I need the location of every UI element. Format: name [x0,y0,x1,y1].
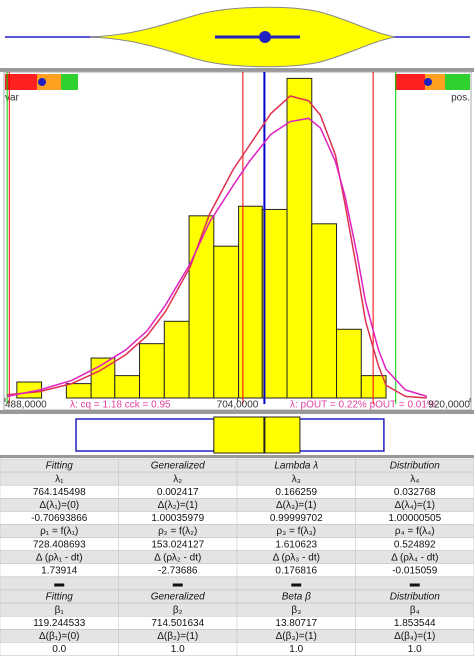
table-cell: 0.002417 [157,487,199,498]
left-label: var [5,93,20,104]
table-cell: 728.408693 [33,539,86,550]
table-cell: 1.0 [408,644,422,655]
table-cell: 1.0 [289,644,303,655]
table-cell: Lambda λ [274,461,318,472]
indicator [425,74,445,90]
separator [0,68,474,72]
table-cell: 1.00035979 [151,513,204,524]
table-cell: Δ(λ₃)=(1) [276,500,316,511]
table-cell: -2.73686 [158,565,198,576]
violin-mean [259,31,271,43]
indicator [395,74,425,90]
bar [286,77,313,399]
table-cell: Δ(β₃)=(1) [276,631,317,642]
table-cell: 1.853544 [394,618,436,629]
bar [311,223,338,399]
table-cell: Δ (ρλ₁ - dt) [36,552,83,563]
table-cell: 0.176816 [275,565,317,576]
table-cell: Δ (ρλ₂ - dt) [154,552,201,563]
indicator [445,74,470,90]
table-cell: 153.024127 [151,539,204,550]
bar [238,205,263,399]
table-cell: 1.73914 [41,565,78,576]
indicator-dot [424,78,432,86]
table-cell: λ₃ [292,474,301,485]
indicator [5,74,37,90]
separator [0,455,474,458]
table-cell: λ₁ [55,474,64,485]
table-cell: 0.99999702 [270,513,323,524]
table-cell: Δ(λ₂)=(1) [158,500,198,511]
separator [0,410,474,414]
bar [213,245,240,399]
table-cell: Δ(β₂)=(1) [157,631,198,642]
table-cell: Δ (ρλ₃ - dt) [273,552,320,563]
annotation: λ: pOUT = 0.22% pOUT = 0.01% [290,400,436,411]
table-cell: Beta β [282,592,311,603]
x-tick-label: 704,0000 [217,400,259,411]
table-cell: λ₂ [173,474,182,485]
bar [336,328,362,399]
fit-curve [7,117,428,398]
table-cell: ρ₁ = f(λ₁) [40,526,78,537]
table-cell: 764.145498 [33,487,86,498]
bar [114,375,141,399]
table-cell: Fitting [46,592,74,603]
table-cell: ρ₂ = f(λ₂) [158,526,197,537]
table-cell: Δ(β₄)=(1) [394,631,435,642]
table-cell: 1.0 [171,644,185,655]
right-label: pos. [451,93,470,104]
table-cell: Δ (ρλ₄ - dt) [391,552,438,563]
table-cell: 714.501634 [151,618,204,629]
box [213,416,301,454]
table-cell: ▬ [54,579,64,590]
table-cell: λ₄ [410,474,419,485]
table-cell: Distribution [390,592,440,603]
x-tick-label: 488,0000 [5,400,47,411]
x-tick-label: 920,0000 [428,400,470,411]
bar [261,208,288,399]
table-cell: -0.70693866 [31,513,88,524]
table-cell: ▬ [410,579,420,590]
bar [163,320,190,399]
table-cell: Generalized [151,592,205,603]
table-cell: Distribution [390,461,440,472]
table-cell: β₄ [410,605,420,616]
bar [139,343,165,399]
annotation: λ: cq = 1.18 cck = 0.95 [70,400,171,411]
table-cell: 1.00000505 [388,513,441,524]
table-cell: 1.610623 [275,539,317,550]
fit-curve [7,95,427,399]
table-cell: ▬ [291,579,301,590]
table-cell: ▬ [173,579,183,590]
table-cell: Δ(β₁)=(0) [39,631,80,642]
table-cell: Δ(λ₁)=(0) [39,500,79,511]
table-cell: ρ₄ = f(λ₄) [395,526,435,537]
table-cell: 0.0 [52,644,66,655]
table-cell: 0.166259 [275,487,317,498]
table-cell: β₃ [291,605,301,616]
table-cell: β₁ [55,605,65,616]
table-cell: β₂ [173,605,183,616]
table-cell: 0.524892 [394,539,436,550]
table-cell: 119.244533 [33,618,86,629]
table-cell: ρ₃ = f(λ₃) [276,526,316,537]
bar [65,383,92,399]
chart-layer: 488,0000 704,0000 920,0000 Fitting Generaliz… [0,72,474,656]
table-cell: 0.032768 [394,487,436,498]
table-cell: Δ(λ₄)=(1) [395,500,435,511]
bar [188,215,215,399]
bar [360,375,387,399]
indicator [37,74,61,90]
indicator [61,74,78,90]
table-cell: -0.015059 [392,565,437,576]
table-cell: Generalized [151,461,205,472]
table-cell: 13.80717 [275,618,317,629]
table-cell: Fitting [46,461,74,472]
indicator-dot [38,78,46,86]
